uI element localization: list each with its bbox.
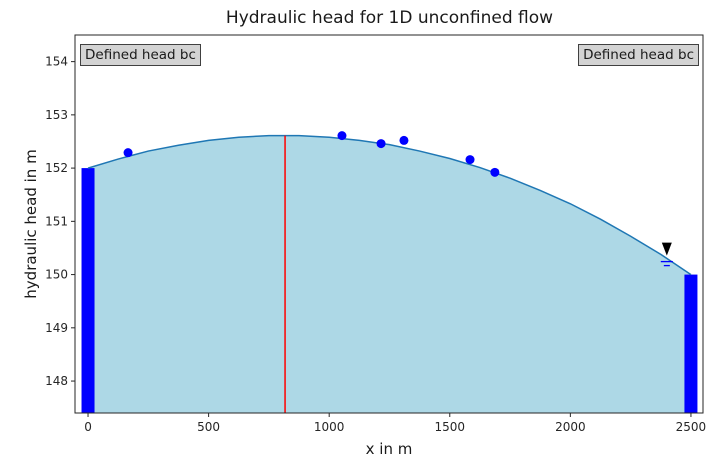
observation-point [399, 135, 409, 145]
bc-bar-left [81, 168, 95, 413]
y-tick-label: 152 [45, 161, 68, 175]
observation-point [376, 139, 386, 149]
observation-point [490, 167, 500, 177]
x-tick-label: 1000 [314, 420, 345, 434]
head-curve [87, 134, 692, 276]
bc-bar-right [684, 274, 698, 413]
axes-frame [74, 34, 704, 414]
left-bc-label: Defined head bc [80, 44, 201, 66]
y-tick-label: 148 [45, 374, 68, 388]
y-tick-label: 150 [45, 268, 68, 282]
y-tick-label: 149 [45, 321, 68, 335]
y-tick-label: 151 [45, 214, 68, 228]
chart-title: Hydraulic head for 1D unconfined flow [225, 8, 554, 28]
x-tick-label: 1500 [435, 420, 466, 434]
observation-point [123, 148, 133, 158]
head-line [87, 134, 692, 276]
triangle-icon [661, 242, 672, 256]
x-axis-label: x in m [366, 440, 413, 458]
y-tick-label: 154 [45, 55, 68, 69]
y-axis-label: hydraulic head in m [22, 149, 40, 298]
x-tick-label: 2000 [555, 420, 586, 434]
y-tick-label: 153 [45, 108, 68, 122]
water-table-icon [660, 242, 673, 267]
x-tick-label: 2500 [676, 420, 707, 434]
head-fill [88, 135, 691, 413]
right-bc-label: Defined head bc [578, 44, 699, 66]
observation-point [465, 155, 475, 165]
head-fill-area [88, 135, 691, 413]
x-tick-label: 0 [84, 420, 92, 434]
axes: 0 500 1000 1500 2000 2500 148 149 150 151 152 153 15… [45, 34, 707, 434]
observation-points [123, 131, 500, 177]
x-tick-label: 500 [197, 420, 220, 434]
boundary-bars [81, 168, 698, 413]
observation-point [337, 131, 347, 141]
